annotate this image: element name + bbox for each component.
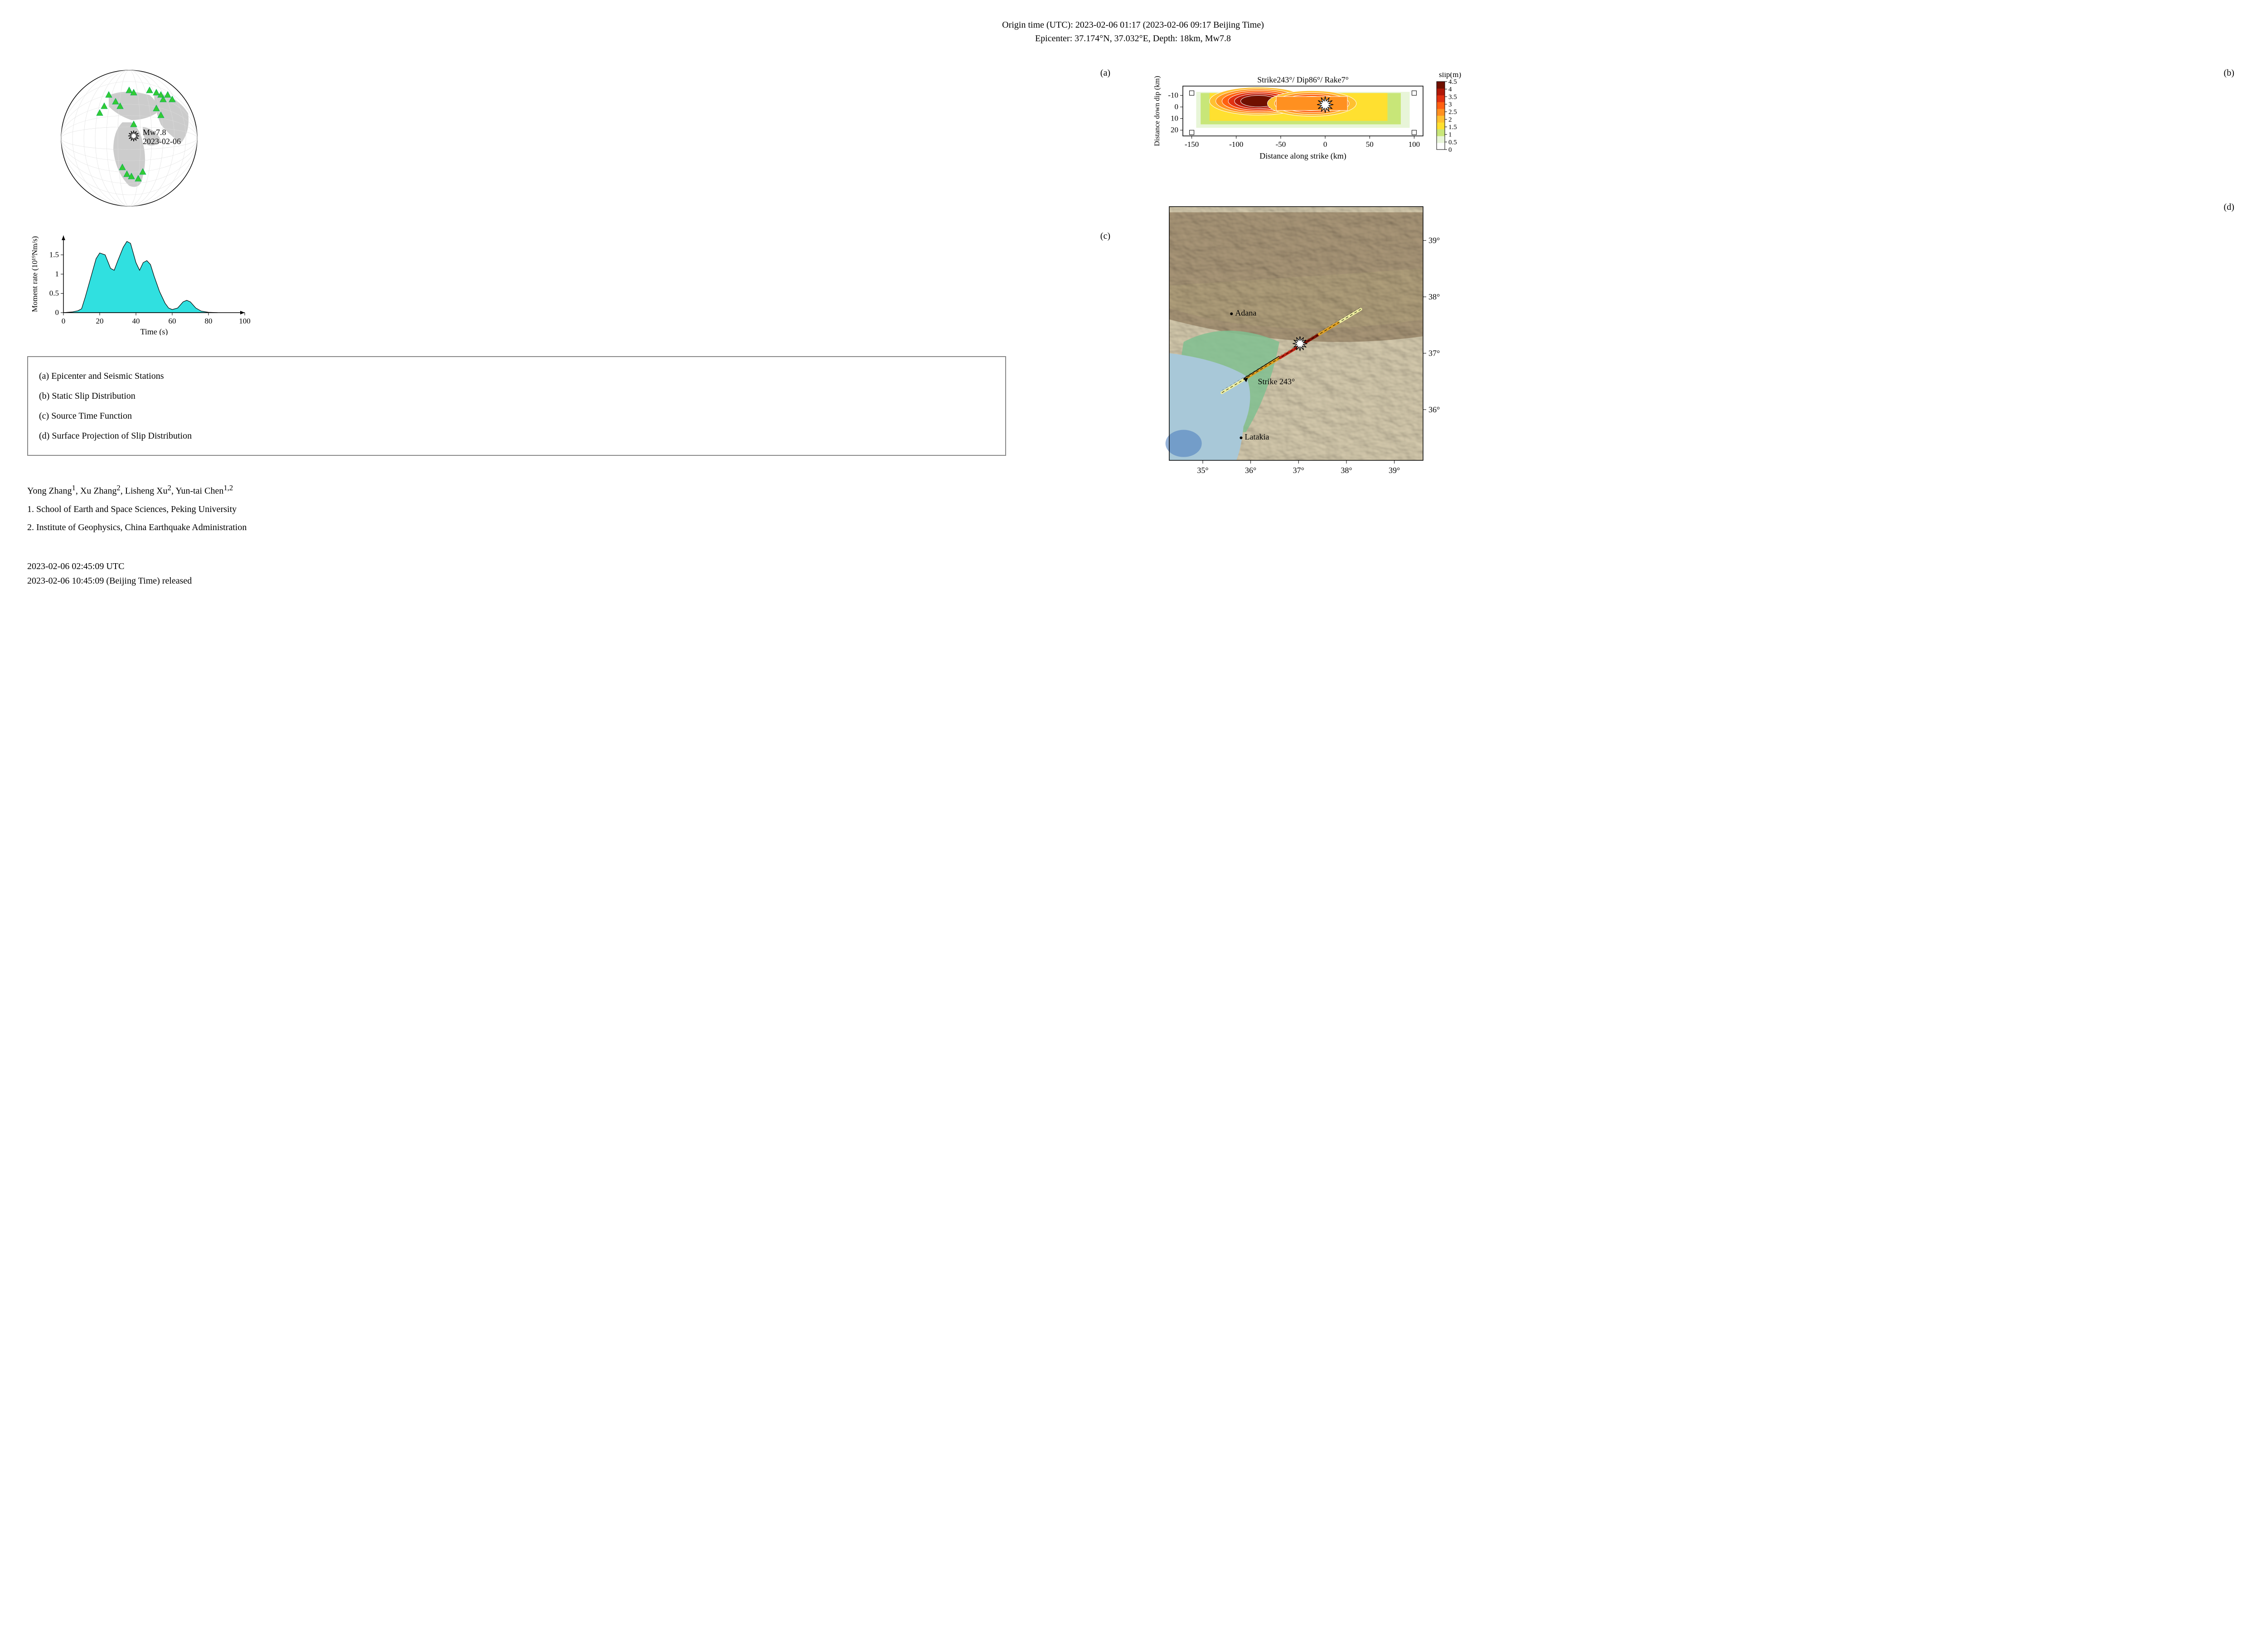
svg-text:0: 0 xyxy=(1323,140,1327,149)
svg-text:36°: 36° xyxy=(1428,405,1440,414)
svg-text:2: 2 xyxy=(1448,116,1452,123)
header-block: Origin time (UTC): 2023-02-06 01:17 (202… xyxy=(27,18,2239,45)
svg-text:80: 80 xyxy=(205,317,213,325)
svg-text:39°: 39° xyxy=(1389,466,1400,475)
header-origin-time: Origin time (UTC): 2023-02-06 01:17 (202… xyxy=(27,18,2239,32)
svg-text:36°: 36° xyxy=(1245,466,1256,475)
svg-text:-150: -150 xyxy=(1185,140,1199,149)
svg-text:1.5: 1.5 xyxy=(49,251,59,259)
svg-text:0.5: 0.5 xyxy=(1448,139,1457,146)
panel-d: (d) Strike 243° Adana Latakia 35° 36° 37° 38° 3… xyxy=(1151,198,2239,490)
svg-text:Moment rate (10¹⁹Nm/s): Moment rate (10¹⁹Nm/s) xyxy=(30,236,39,312)
svg-text:40: 40 xyxy=(132,317,140,325)
svg-text:Adana: Adana xyxy=(1235,308,1256,317)
svg-text:Latakia: Latakia xyxy=(1244,432,1269,441)
timestamps-block: 2023-02-06 02:45:09 UTC 2023-02-06 10:45… xyxy=(27,559,1115,588)
svg-text:-10: -10 xyxy=(1168,91,1178,99)
legend-a: (a) Epicenter and Seismic Stations xyxy=(39,366,994,386)
svg-text:37°: 37° xyxy=(1428,349,1440,358)
stf-chart: 0 20 40 60 80 100 0 0.5 1 1.5 Time (s) Moment rate … xyxy=(27,227,263,335)
svg-text:-100: -100 xyxy=(1229,140,1243,149)
svg-text:4: 4 xyxy=(1448,86,1452,93)
slip-chart: Strike243°/ Dip86°/ Rake7°-150-100-50050… xyxy=(1151,72,1477,181)
svg-text:0: 0 xyxy=(1175,102,1179,111)
svg-text:38°: 38° xyxy=(1341,466,1352,475)
legend-box: (a) Epicenter and Seismic Stations (b) S… xyxy=(27,356,1006,456)
svg-text:0: 0 xyxy=(55,308,59,317)
svg-text:slip(m): slip(m) xyxy=(1439,72,1461,79)
svg-text:20: 20 xyxy=(96,317,104,325)
svg-text:3: 3 xyxy=(1448,101,1452,108)
svg-text:-50: -50 xyxy=(1276,140,1286,149)
svg-text:38°: 38° xyxy=(1428,292,1440,301)
panel-a-label: (a) xyxy=(1100,68,1110,78)
svg-text:2023-02-06: 2023-02-06 xyxy=(143,137,181,146)
timestamp-utc: 2023-02-06 02:45:09 UTC xyxy=(27,559,1115,574)
authors-block: Yong Zhang1, Xu Zhang2, Lisheng Xu2, Yun… xyxy=(27,480,1115,536)
svg-text:20: 20 xyxy=(1171,126,1178,134)
svg-text:60: 60 xyxy=(169,317,176,325)
svg-text:100: 100 xyxy=(239,317,251,325)
svg-text:35°: 35° xyxy=(1197,466,1208,475)
timestamp-local: 2023-02-06 10:45:09 (Beijing Time) relea… xyxy=(27,574,1115,588)
svg-text:1: 1 xyxy=(55,270,59,278)
svg-text:Time (s): Time (s) xyxy=(140,327,168,335)
svg-text:1.5: 1.5 xyxy=(1448,124,1457,131)
panel-a: (a) Mw7.82023-02-06 xyxy=(27,63,1115,213)
svg-text:4.5: 4.5 xyxy=(1448,78,1457,86)
header-epicenter: Epicenter: 37.174°N, 37.032°E, Depth: 18… xyxy=(27,32,2239,45)
svg-text:10: 10 xyxy=(1171,114,1178,123)
map-figure: Strike 243° Adana Latakia 35° 36° 37° 38° 39° 36… xyxy=(1151,198,1459,488)
svg-text:37°: 37° xyxy=(1293,466,1304,475)
panel-b-label: (b) xyxy=(2224,68,2234,78)
authors-line1: Yong Zhang1, Xu Zhang2, Lisheng Xu2, Yun… xyxy=(27,480,1115,500)
svg-text:0: 0 xyxy=(1448,146,1452,154)
svg-text:Mw7.8: Mw7.8 xyxy=(143,128,166,137)
svg-text:Strike243°/ Dip86°/ Rake7°: Strike243°/ Dip86°/ Rake7° xyxy=(1257,75,1349,84)
svg-text:100: 100 xyxy=(1409,140,1420,149)
svg-text:2.5: 2.5 xyxy=(1448,109,1457,116)
svg-text:Distance down dip (km): Distance down dip (km) xyxy=(1153,76,1161,146)
legend-b: (b) Static Slip Distribution xyxy=(39,386,994,406)
legend-d: (d) Surface Projection of Slip Distribut… xyxy=(39,426,994,446)
svg-text:Strike 243°: Strike 243° xyxy=(1258,377,1295,386)
svg-text:Distance along strike (km): Distance along strike (km) xyxy=(1259,151,1346,161)
panel-c-label: (c) xyxy=(1100,231,1110,242)
authors-affil-2: 2. Institute of Geophysics, China Earthq… xyxy=(27,518,1115,536)
legend-c: (c) Source Time Function xyxy=(39,406,994,426)
panel-c: (c) 0 20 40 60 80 100 0 0.5 1 1.5 Time (s) Moment r… xyxy=(27,227,1115,338)
svg-text:0: 0 xyxy=(62,317,66,325)
svg-text:1: 1 xyxy=(1448,131,1452,139)
globe-figure: Mw7.82023-02-06 xyxy=(54,63,218,213)
svg-text:50: 50 xyxy=(1366,140,1374,149)
svg-text:0.5: 0.5 xyxy=(49,289,59,298)
panel-d-label: (d) xyxy=(2224,202,2234,213)
svg-text:3.5: 3.5 xyxy=(1448,93,1457,101)
svg-text:39°: 39° xyxy=(1428,236,1440,245)
authors-affil-1: 1. School of Earth and Space Sciences, P… xyxy=(27,500,1115,518)
panel-b: (b) Strike243°/ Dip86°/ Rake7°-150-100-5… xyxy=(1151,63,2239,184)
